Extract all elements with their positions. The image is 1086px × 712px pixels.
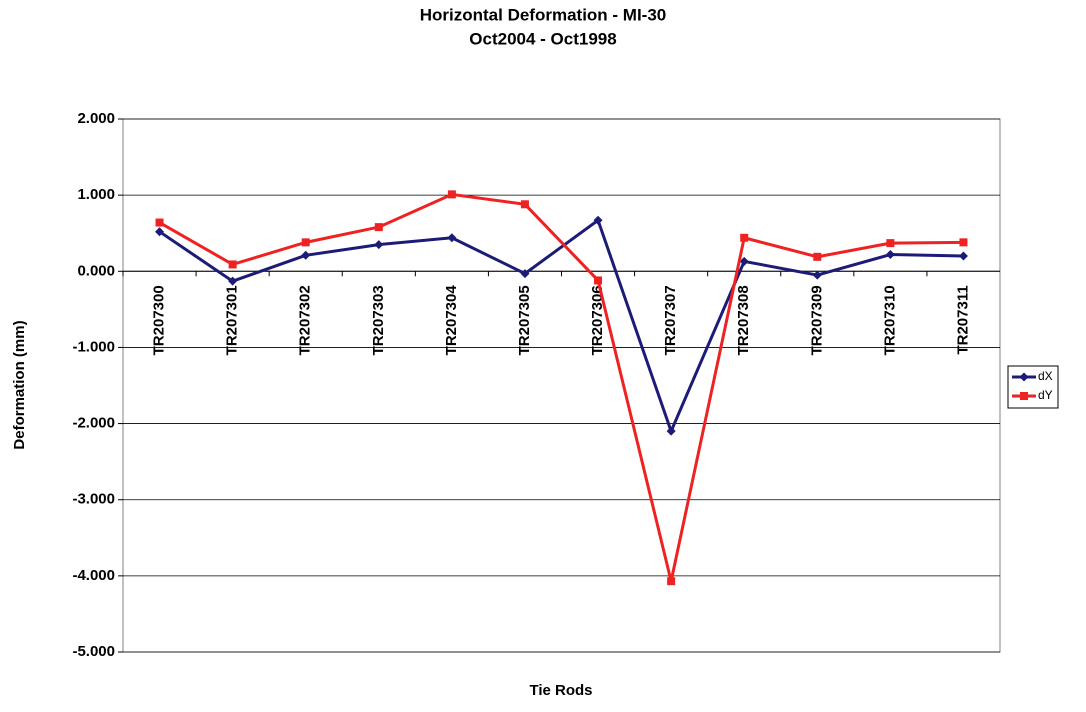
y-tick-label: 0.000 (77, 262, 115, 279)
legend-label: dX (1038, 369, 1053, 383)
point (666, 426, 676, 436)
legend-box (1007, 365, 1059, 409)
point (447, 190, 456, 199)
y-tick-label: -1.000 (72, 338, 115, 355)
x-tick-label: TR207308 (735, 285, 752, 355)
series-line (158, 192, 964, 582)
point (520, 200, 529, 209)
x-tick-label: TR207307 (662, 285, 679, 355)
x-tick-label: TR207305 (516, 285, 533, 355)
x-tick-label: TR207303 (370, 285, 387, 355)
x-tick-label: TR207300 (151, 285, 168, 355)
y-tick-label: -4.000 (72, 567, 115, 584)
point (155, 227, 165, 237)
x-tick-label: TR207311 (954, 285, 971, 354)
y-tick-label: 2.000 (77, 110, 115, 127)
x-tick-label: TR207304 (443, 285, 460, 356)
y-tick-label: 1.000 (77, 186, 115, 203)
x-tick-label: TR207302 (297, 285, 314, 355)
x-tick-label: TR207310 (881, 285, 898, 355)
x-tick-label: TR207309 (808, 285, 825, 355)
point (228, 276, 238, 286)
point (740, 233, 749, 242)
point (812, 270, 822, 280)
x-axis-label: Tie Rods (529, 682, 592, 699)
point (885, 250, 895, 260)
point (301, 238, 310, 247)
point (593, 215, 603, 225)
point (374, 240, 384, 250)
point (959, 238, 968, 247)
point (155, 218, 164, 227)
x-tick-label: TR207306 (589, 285, 606, 355)
point (739, 256, 749, 266)
x-tick-label: TR207301 (224, 285, 241, 355)
plot-area (122, 118, 1001, 653)
point (1019, 372, 1029, 382)
point (594, 276, 603, 285)
point (813, 252, 822, 261)
legend-label: dY (1038, 388, 1053, 402)
point (667, 577, 676, 586)
point (520, 269, 530, 279)
point (1020, 392, 1028, 400)
point (374, 223, 383, 232)
point (958, 251, 968, 261)
y-tick-label: -5.000 (72, 643, 115, 660)
y-tick-label: -3.000 (72, 491, 115, 508)
point (228, 260, 237, 269)
series-line (158, 217, 964, 436)
y-axis-label: Deformation (mm) (11, 320, 28, 449)
chart-title: Horizontal Deformation - MI-30 (420, 5, 667, 24)
point (886, 239, 895, 248)
point (301, 250, 311, 260)
point (447, 233, 457, 243)
chart-subtitle: Oct2004 - Oct1998 (469, 29, 616, 48)
y-tick-label: -2.000 (72, 415, 115, 432)
